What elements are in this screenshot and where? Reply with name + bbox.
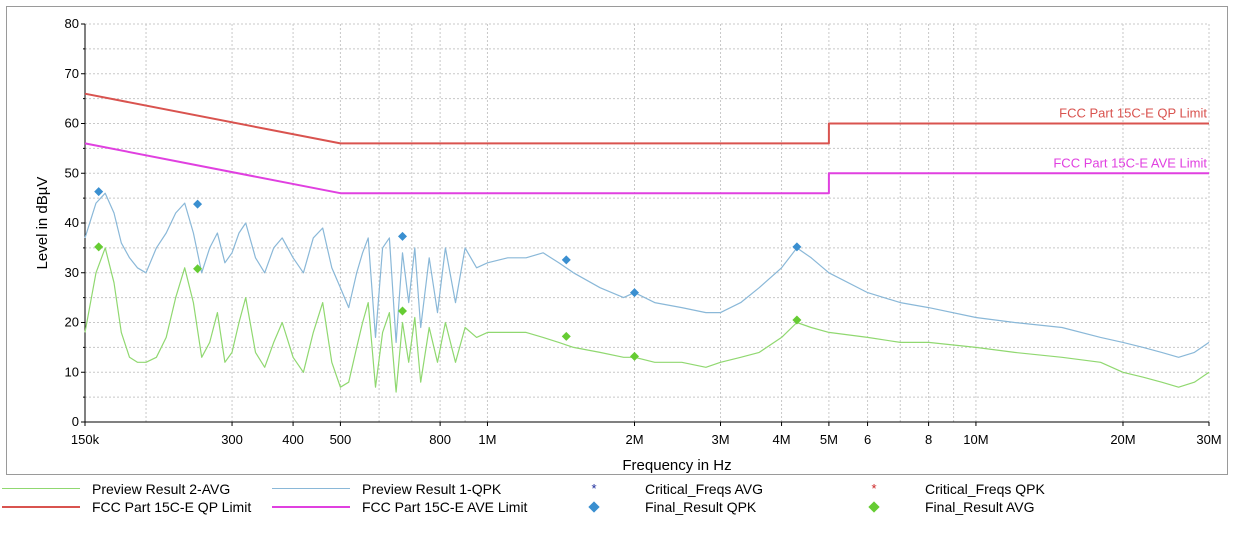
y-tick-label: 20 — [65, 315, 79, 330]
x-axis-title: Frequency in Hz — [622, 457, 731, 474]
final-qpk-point — [792, 242, 802, 252]
x-tick-label: 10M — [963, 432, 988, 447]
legend-item-critical-qpk: * Critical_Freqs QPK — [835, 480, 1045, 497]
x-tick-label: 2M — [625, 432, 643, 447]
x-tick-label: 800 — [429, 432, 451, 447]
final-qpk-point — [193, 199, 203, 209]
final-avg-point — [792, 315, 802, 325]
limit-label-qp: FCC Part 15C-E QP Limit — [1059, 106, 1207, 121]
y-tick-label: 80 — [65, 16, 79, 31]
legend-line-ave-limit — [272, 505, 350, 508]
x-tick-label: 150k — [71, 432, 100, 447]
series-line-preview-result-2-avg — [84, 247, 1210, 393]
chart-legend: Preview Result 2-AVG Preview Result 1-QP… — [0, 478, 1235, 538]
x-tick-label: 1M — [478, 432, 496, 447]
final-avg-point — [193, 264, 203, 274]
y-tick-label: 60 — [65, 116, 79, 131]
legend-item-qp-limit: FCC Part 15C-E QP Limit — [2, 498, 251, 515]
series-line-fcc-part-15c-e-qp-limit — [84, 92, 1209, 145]
legend-item-ave-limit: FCC Part 15C-E AVE Limit — [272, 498, 527, 515]
y-tick-label: 50 — [65, 165, 79, 180]
x-tick-label: 30M — [1196, 432, 1221, 447]
x-tick-label: 300 — [221, 432, 243, 447]
series-line-preview-result-1-qpk — [84, 192, 1210, 358]
emission-chart: 0 10 20 30 40 50 60 70 80 150k 300 400 500 800 1M 2M 3M 4… — [34, 16, 1222, 474]
x-tick-label: 20M — [1110, 432, 1135, 447]
star-marker-icon: * — [591, 481, 597, 496]
y-tick-label: 0 — [72, 414, 79, 429]
final-qpk-point — [561, 255, 571, 265]
legend-label-critical-avg: Critical_Freqs AVG — [645, 480, 763, 497]
legend-item-preview-qpk: Preview Result 1-QPK — [272, 480, 501, 497]
final-avg-point — [94, 242, 104, 252]
final-avg-point — [398, 306, 408, 316]
legend-label-preview-avg: Preview Result 2-AVG — [92, 480, 231, 497]
legend-item-preview-avg: Preview Result 2-AVG — [2, 480, 230, 497]
y-tick-label: 40 — [65, 215, 79, 230]
legend-label-final-qpk: Final_Result QPK — [645, 498, 757, 515]
final-avg-point — [561, 331, 571, 341]
x-tick-label: 400 — [282, 432, 304, 447]
final-avg-point — [630, 351, 640, 361]
x-tick-label: 6 — [864, 432, 871, 447]
final-qpk-point — [398, 231, 408, 241]
y-tick-label: 70 — [65, 66, 79, 81]
diamond-marker-icon — [588, 500, 600, 513]
star-marker-icon: * — [871, 481, 877, 496]
legend-label-critical-qpk: Critical_Freqs QPK — [925, 480, 1045, 497]
legend-item-critical-avg: * Critical_Freqs AVG — [555, 480, 763, 497]
legend-line-preview-avg — [2, 488, 80, 489]
legend-label-final-avg: Final_Result AVG — [925, 498, 1035, 515]
limit-label-ave: FCC Part 15C-E AVE Limit — [1053, 155, 1207, 170]
x-tick-label: 5M — [820, 432, 838, 447]
y-tick-label: 30 — [65, 265, 79, 280]
legend-label-ave-limit: FCC Part 15C-E AVE Limit — [362, 498, 528, 515]
x-tick-label: 4M — [773, 432, 791, 447]
y-axis-title: Level in dBµV — [34, 177, 51, 270]
final-qpk-point — [94, 187, 104, 197]
legend-label-preview-qpk: Preview Result 1-QPK — [362, 480, 502, 497]
legend-label-qp-limit: FCC Part 15C-E QP Limit — [92, 498, 252, 515]
legend-line-preview-qpk — [272, 488, 350, 489]
final-qpk-point — [630, 288, 640, 298]
diamond-marker-icon — [868, 500, 880, 513]
legend-item-final-qpk: Final_Result QPK — [555, 498, 756, 515]
legend-item-final-avg: Final_Result AVG — [835, 498, 1034, 515]
legend-line-qp-limit — [2, 505, 80, 508]
x-tick-label: 500 — [330, 432, 352, 447]
x-tick-label: 3M — [711, 432, 729, 447]
y-tick-label: 10 — [65, 364, 79, 379]
x-tick-label: 8 — [925, 432, 932, 447]
series-line-fcc-part-15c-e-ave-limit — [84, 142, 1209, 195]
